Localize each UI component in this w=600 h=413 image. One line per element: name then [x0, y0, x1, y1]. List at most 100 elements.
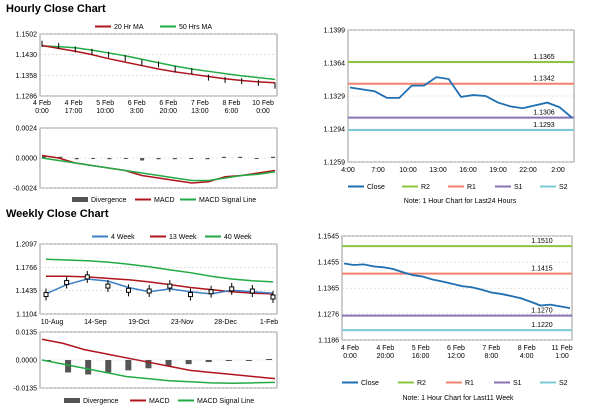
weekly-pivot-y-tick-label: 1.1276 [318, 311, 340, 318]
hourly-price-y-tick-label: 1.1286 [16, 94, 38, 101]
weekly-pivot-x-tick-label: 4 Feb 0:00 [341, 345, 359, 360]
weekly-price-legend-2-label: 40 Week [224, 234, 252, 241]
weekly-macd-legend-1-label: MACD [149, 398, 170, 405]
weekly-pivot-y-tick-label: 1.1455 [318, 260, 340, 267]
weekly-price-plot-frame [39, 243, 278, 315]
hourly-pivot-legend-2-label: R1 [467, 184, 476, 191]
hourly-price-x-tick-label: 7 Feb 13:00 [191, 100, 209, 115]
hourly-price-legend-1-label: 50 Hrs MA [179, 24, 212, 31]
weekly-pivot-level-label-r2: 1.1510 [531, 238, 553, 245]
weekly-pivot-level-label-s1: 1.1270 [531, 308, 553, 315]
weekly-macd-y-tick-label: 0.0000 [16, 358, 38, 365]
weekly-price-candle-body [84, 274, 90, 280]
hourly-price-series-20-hr-ma [41, 44, 276, 84]
hourly-pivot-x-tick-label: 2:00 [551, 167, 565, 174]
weekly-pivot-x-tick-label: 8 Feb 4:00 [518, 345, 536, 360]
weekly-price-candle-body [43, 292, 49, 298]
weekly-price-candle-body [208, 289, 214, 295]
hourly-price-x-tick-label: 5 Feb 10:00 [96, 100, 114, 115]
weekly-macd-legend-2-label: MACD Signal Line [197, 398, 254, 405]
weekly-price-candle-body [249, 288, 255, 294]
weekly-pivot-close-line [343, 262, 571, 310]
hourly-macd-y-tick-label: -0.0024 [13, 186, 37, 193]
weekly-pivot-x-tick-label: 5 Feb 16:00 [412, 345, 430, 360]
weekly-price-candle-body [64, 280, 70, 286]
weekly-pivot-note: Note: 1 Hour Chart for Last11 Week [402, 395, 514, 402]
hourly-macd-divergence-bar [123, 158, 128, 159]
hourly-pivot-x-tick-label: 19:00 [489, 167, 507, 174]
hourly-macd-divergence-bar [156, 158, 161, 160]
weekly-macd-divergence-bar [245, 360, 252, 361]
hourly-macd-divergence-bar [205, 158, 210, 160]
hourly-macd-y-tick-label: 0.0000 [16, 156, 38, 163]
weekly-pivot-legend-0-label: Close [361, 380, 379, 387]
weekly-price-legend-0-label: 4 Week [111, 234, 135, 241]
hourly-price-y-tick-label: 1.1502 [16, 32, 38, 39]
weekly-pivot-x-tick-label: 11 Feb 1:00 [551, 345, 572, 360]
hourly-pivot-y-tick-label: 1.1364 [324, 61, 346, 68]
weekly-macd-divergence-bar [105, 360, 112, 373]
weekly-pivot-legend-4-label: S2 [559, 380, 568, 387]
weekly-macd-divergence-bar [266, 358, 272, 360]
weekly-price-series-40-week [45, 258, 274, 283]
hourly-macd-divergence-bar [42, 155, 46, 158]
hourly-price-legend-0-label: 20 Hr MA [114, 24, 144, 31]
weekly-macd-y-tick-label: -0.0135 [13, 386, 37, 393]
hourly-pivot-close-line [349, 76, 573, 119]
hourly-pivot-legend-1-label: R2 [421, 184, 430, 191]
hourly-pivot-x-tick-label: 7:00 [371, 167, 385, 174]
weekly-pivot-y-tick-label: 1.1186 [318, 338, 339, 345]
hourly-macd-legend-0-swatch [72, 197, 88, 202]
weekly-macd-divergence-bar [125, 360, 132, 371]
weekly-macd-divergence-bar [205, 360, 212, 363]
weekly-macd-divergence-bar [85, 360, 92, 375]
weekly-price-x-tick-label: 10-Aug [41, 319, 64, 326]
hourly-pivot-legend-4-label: S2 [559, 184, 568, 191]
hourly-price-x-tick-label: 4 Feb 17:00 [65, 100, 83, 115]
weekly-macd-divergence-bar [65, 360, 72, 373]
hourly-macd-legend-1-label: MACD [154, 197, 175, 204]
hourly-pivot-level-label-r1: 1.1342 [533, 76, 555, 83]
hourly-pivot-y-tick-label: 1.1399 [324, 28, 346, 35]
weekly-price-y-tick-label: 1.1766 [16, 265, 38, 272]
hourly-macd-divergence-bar [91, 158, 96, 159]
weekly-price-x-tick-label: 14-Sep [84, 319, 107, 326]
weekly-macd-series-macd [41, 338, 276, 380]
weekly-price-candle-body [146, 288, 152, 294]
hourly-macd-divergence-bar [140, 158, 145, 161]
hourly-pivot-x-tick-label: 13:00 [429, 167, 447, 174]
weekly-price-x-tick-label: 23-Nov [171, 319, 194, 326]
weekly-price-candle-body [229, 286, 235, 292]
weekly-pivot-y-tick-label: 1.1545 [318, 234, 340, 241]
hourly-pivot-x-tick-label: 22:00 [519, 167, 537, 174]
weekly-macd-legend-0-label: Divergence [83, 398, 119, 405]
hourly-section-title: Hourly Close Chart [6, 3, 106, 15]
weekly-price-candle-body [270, 294, 276, 300]
hourly-macd-divergence-bar [254, 158, 259, 159]
weekly-price-x-tick-label: 19-Oct [128, 319, 149, 326]
weekly-pivot-legend-2-label: R1 [465, 380, 474, 387]
weekly-price-candle-body [126, 287, 132, 293]
hourly-pivot-x-tick-label: 10:00 [399, 167, 417, 174]
hourly-price-x-tick-label: 4 Feb 0:00 [33, 100, 51, 115]
hourly-price-plot-frame [39, 33, 278, 97]
weekly-pivot-legend-3-label: S1 [513, 380, 522, 387]
weekly-price-candle-body [187, 292, 193, 298]
hourly-pivot-level-label-s1: 1.1306 [533, 110, 555, 117]
weekly-section-title: Weekly Close Chart [6, 208, 109, 220]
hourly-macd-divergence-bar [238, 156, 243, 158]
hourly-price-x-tick-label: 6 Feb 20:00 [159, 100, 177, 115]
weekly-macd-legend-0-swatch [64, 398, 80, 403]
hourly-pivot-note: Note: 1 Hour Chart for Last24 Hours [404, 198, 517, 205]
hourly-macd-divergence-bar [172, 158, 177, 160]
weekly-pivot-level-label-s2: 1.1220 [531, 322, 553, 329]
hourly-price-x-tick-label: 8 Feb 6:00 [222, 100, 240, 115]
weekly-pivot-x-tick-label: 6 Feb 12:00 [447, 345, 465, 360]
hourly-macd-y-tick-label: 0.0024 [16, 126, 38, 133]
hourly-price-y-tick-label: 1.1430 [16, 52, 38, 59]
weekly-macd-series-macd-signal-line [41, 359, 276, 384]
weekly-price-y-tick-label: 1.1435 [16, 288, 38, 295]
weekly-macd-divergence-bar [225, 360, 232, 362]
hourly-macd-divergence-bar [107, 158, 112, 160]
